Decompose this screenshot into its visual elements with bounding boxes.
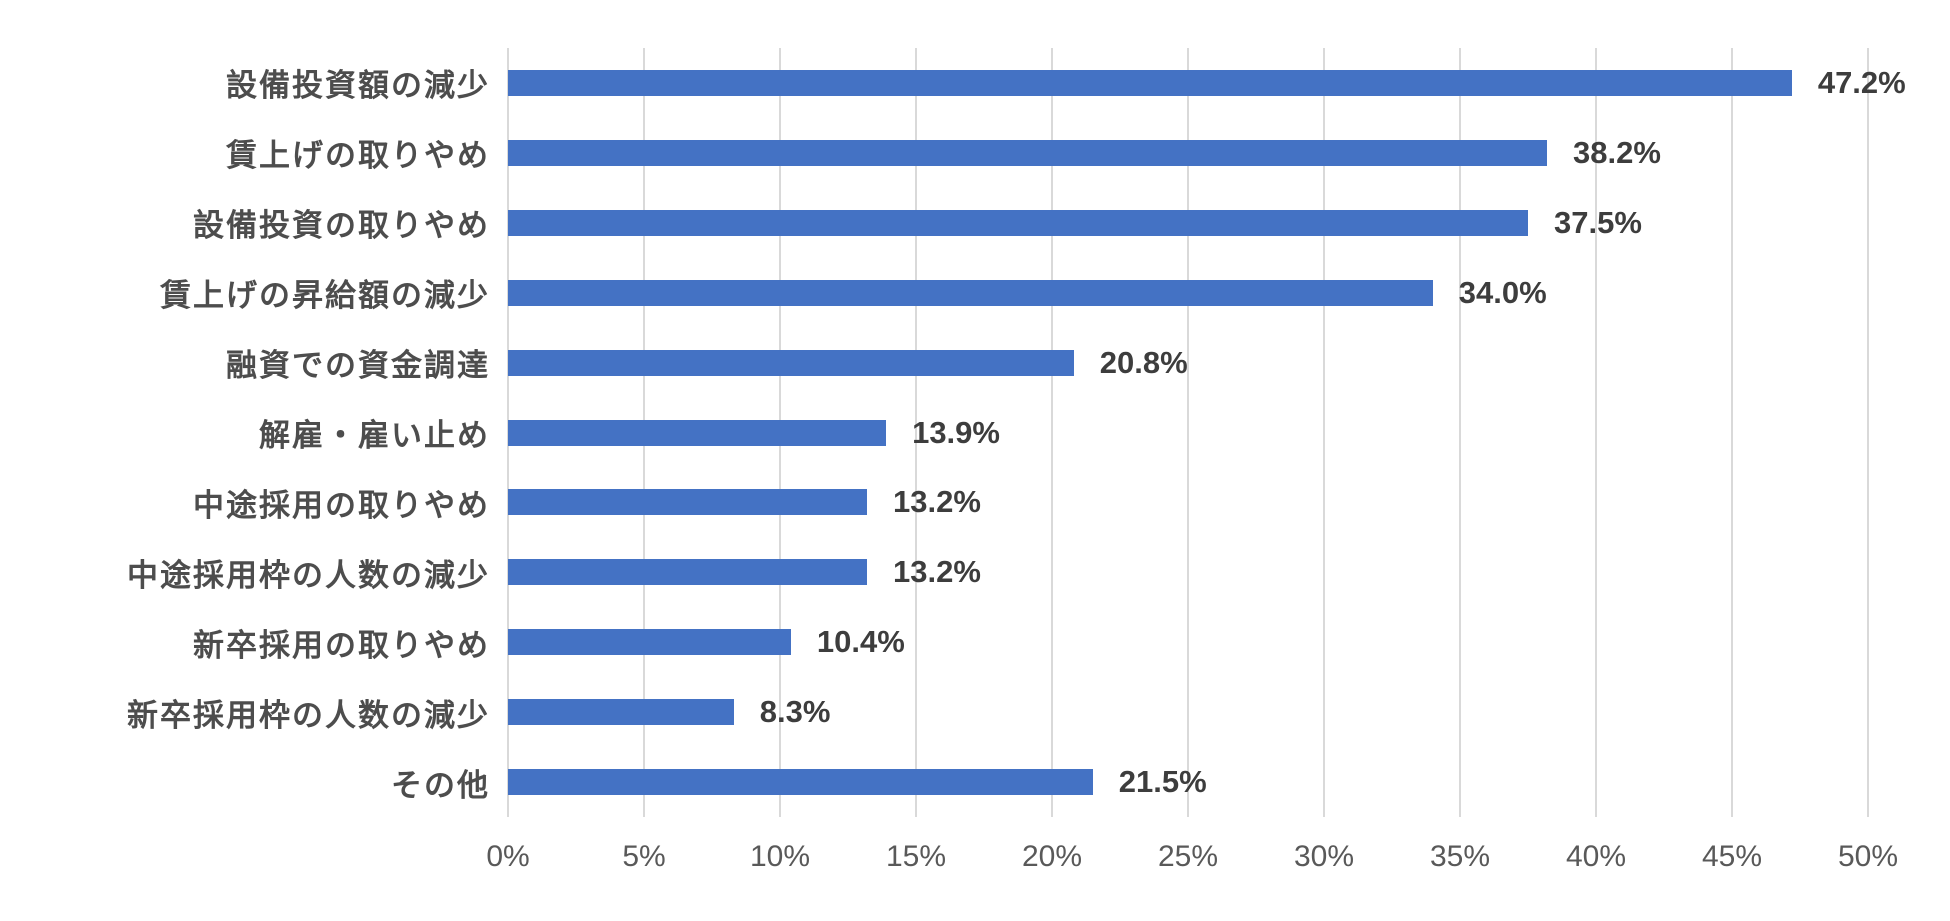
x-tick-label: 30%: [1293, 840, 1355, 873]
gridline: [1867, 48, 1869, 817]
gridline: [1051, 48, 1053, 817]
x-tick-label: 20%: [1021, 840, 1083, 873]
category-label: 設備投資額の減少: [226, 68, 490, 104]
value-label: 38.2%: [1573, 134, 1661, 170]
value-label: 13.9%: [912, 414, 1000, 450]
x-tick-label: 45%: [1701, 840, 1763, 873]
bar: [508, 209, 1528, 236]
bar: [508, 629, 791, 656]
x-tick-label: 40%: [1565, 840, 1627, 873]
category-label: 設備投資の取りやめ: [193, 208, 490, 244]
category-label: 中途採用枠の人数の減少: [127, 557, 490, 593]
value-label: 20.8%: [1099, 344, 1188, 380]
category-label: その他: [391, 767, 490, 803]
bar: [508, 559, 868, 586]
x-tick-label: 0%: [486, 840, 530, 873]
category-label: 新卒採用枠の人数の減少: [127, 697, 490, 733]
category-label: 融資での資金調達: [226, 348, 490, 384]
value-label: 8.3%: [759, 694, 831, 730]
category-label: 賃上げの取りやめ: [226, 138, 490, 174]
category-label: 新卒採用の取りやめ: [193, 627, 490, 663]
gridline: [915, 48, 917, 817]
value-label: 21.5%: [1118, 764, 1207, 800]
gridline: [1731, 48, 1733, 817]
bar: [508, 419, 887, 446]
bar: [508, 69, 1792, 96]
category-label: 賃上げの昇給額の減少: [160, 278, 490, 314]
x-tick-label: 50%: [1837, 840, 1899, 873]
gridline: [1595, 48, 1597, 817]
value-label: 10.4%: [816, 624, 905, 660]
x-tick-label: 15%: [885, 840, 947, 873]
x-tick-label: 5%: [622, 840, 666, 873]
bar: [508, 769, 1093, 796]
x-tick-label: 25%: [1157, 840, 1219, 873]
value-label: 47.2%: [1817, 64, 1906, 100]
bar: [508, 279, 1433, 306]
bar: [508, 139, 1548, 166]
bar: [508, 489, 868, 516]
plot-area: 47.2% 38.2% 37.5% 34.0% 20.8% 13.9% 13.2% 13.2%…: [507, 48, 1906, 817]
x-tick-label: 10%: [749, 840, 811, 873]
value-label: 13.2%: [893, 554, 981, 590]
category-label: 解雇・雇い止め: [259, 417, 490, 453]
value-label: 34.0%: [1458, 274, 1547, 310]
value-label: 37.5%: [1554, 204, 1642, 240]
bar: [508, 699, 734, 726]
gridline: [1323, 48, 1325, 817]
x-tick-label: 35%: [1429, 840, 1491, 873]
value-label: 13.2%: [893, 484, 981, 520]
category-label: 中途採用の取りやめ: [193, 487, 490, 523]
gridline: [1187, 48, 1189, 817]
gridline: [1459, 48, 1461, 817]
bar: [508, 349, 1074, 376]
